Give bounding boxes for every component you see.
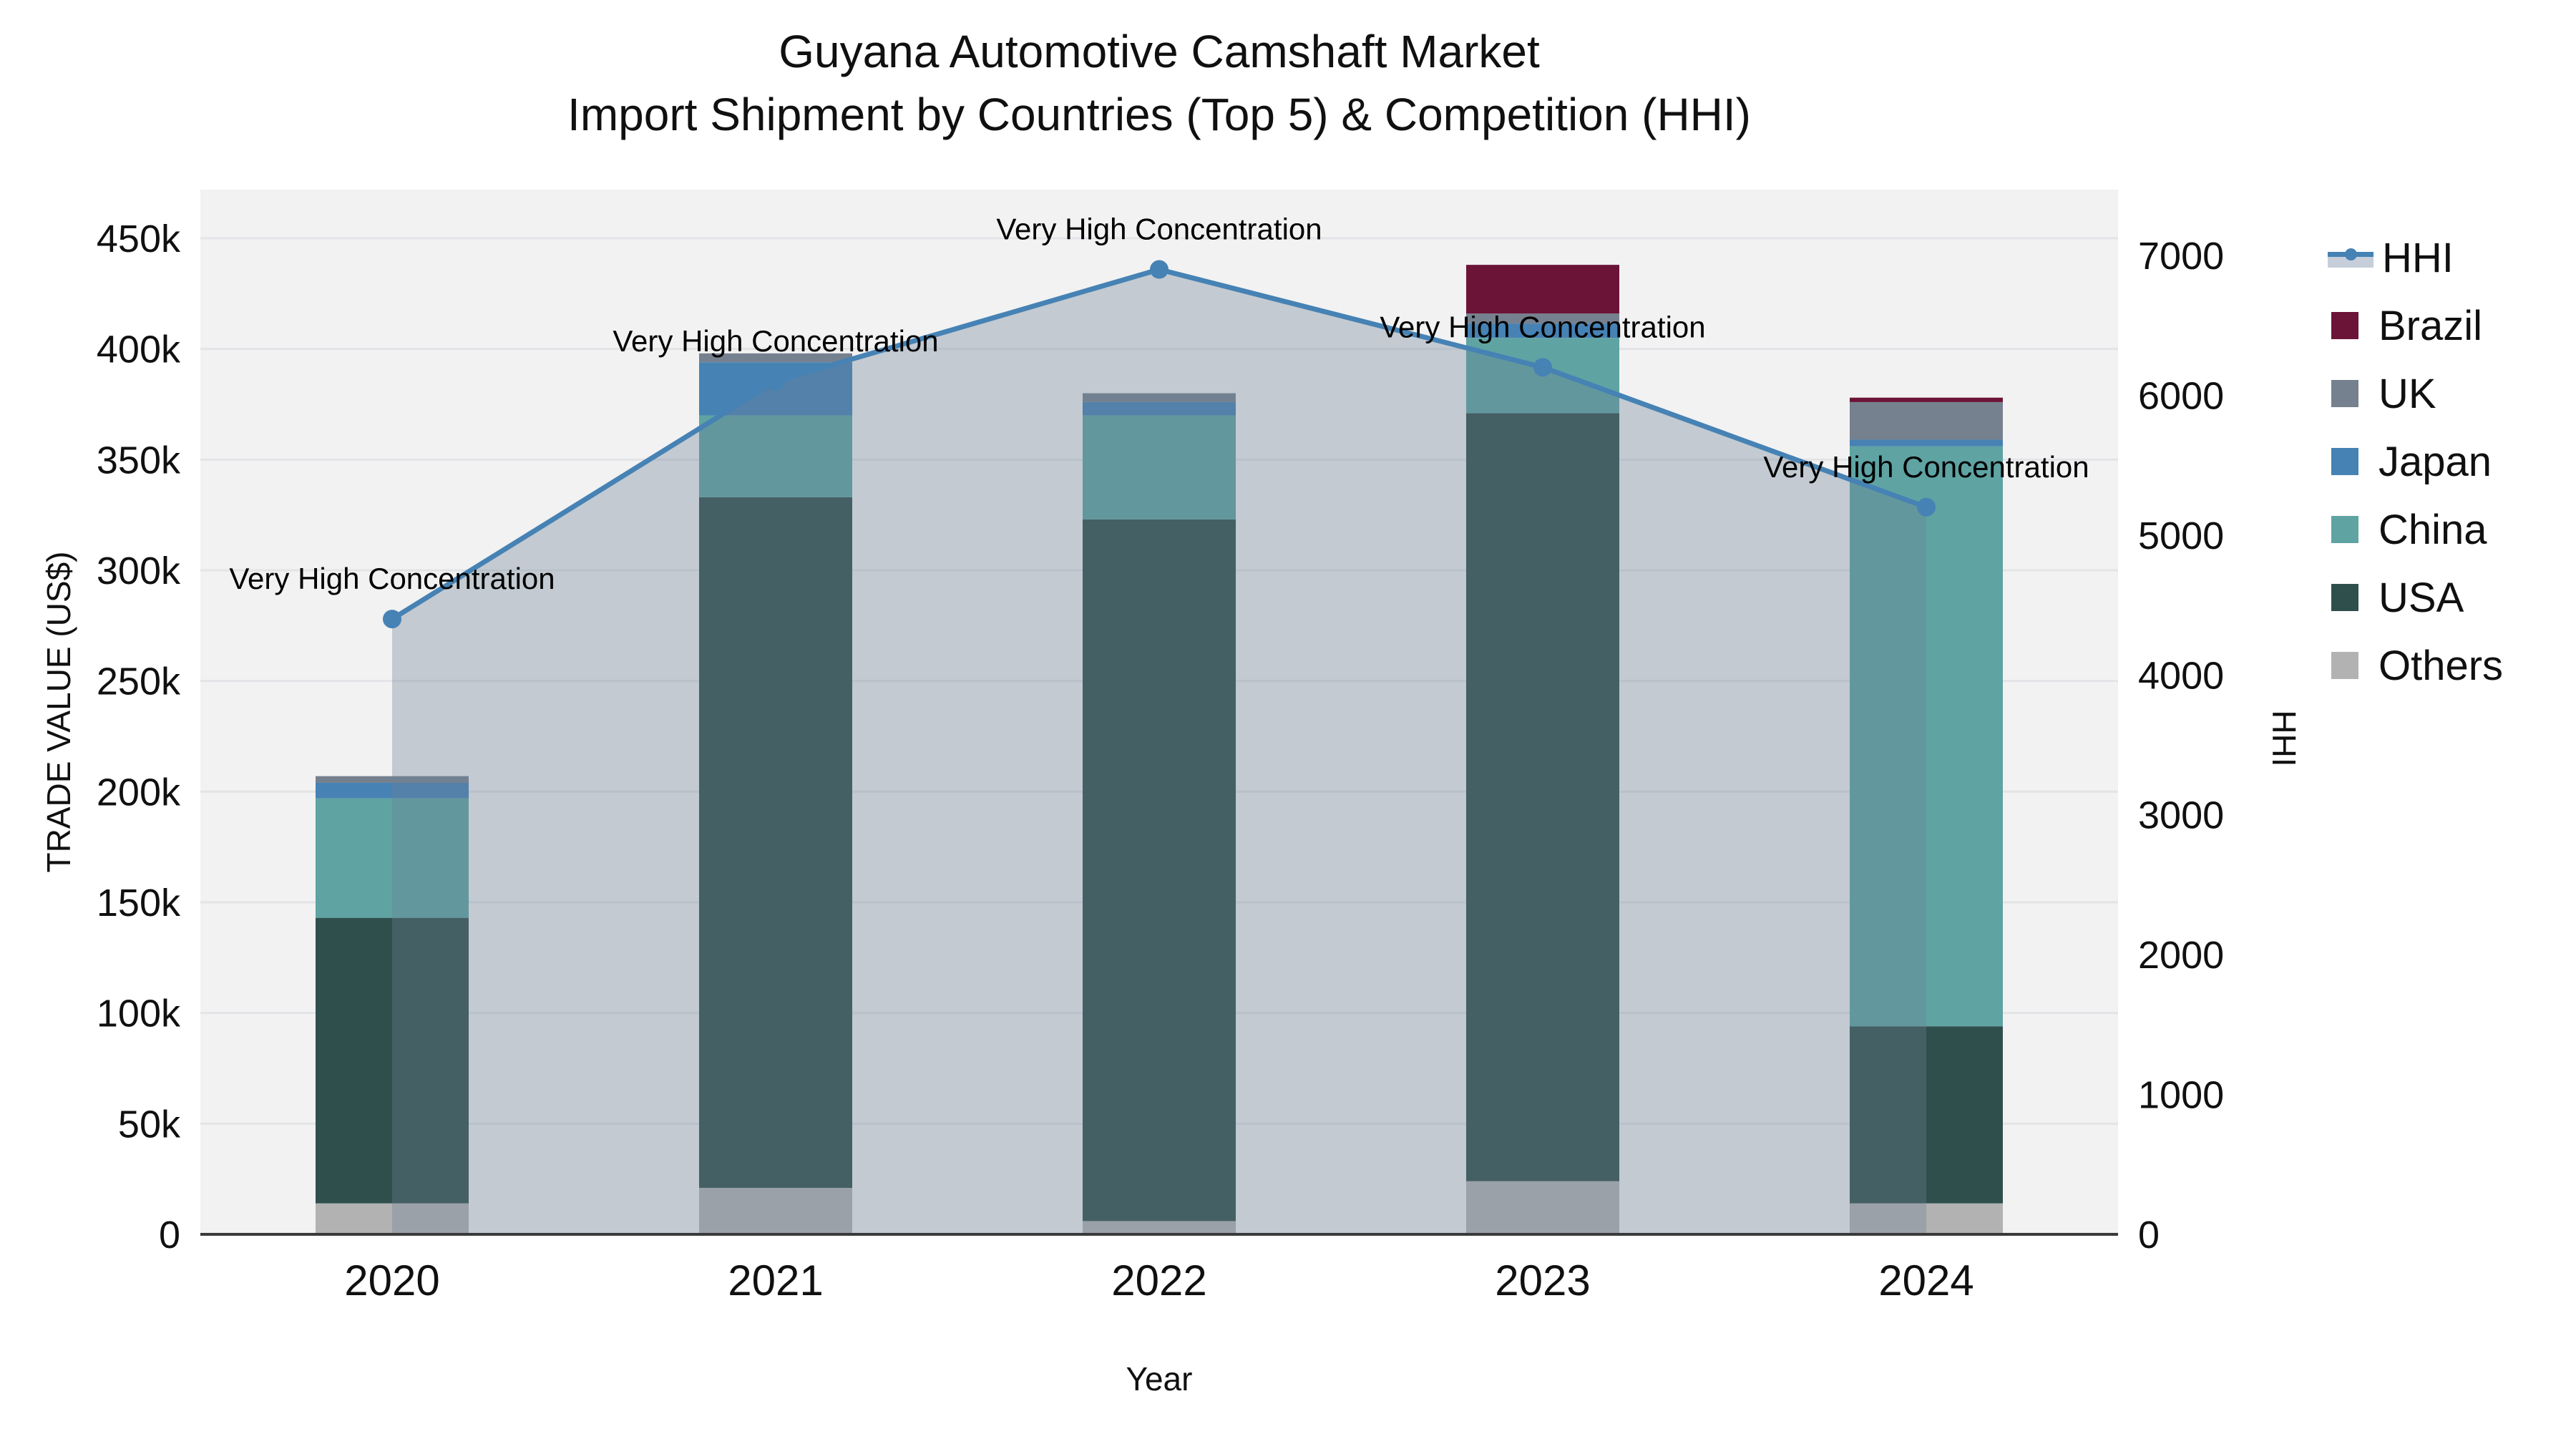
y-left-tick-200k: 200k — [97, 771, 181, 814]
x-tick-2021: 2021 — [728, 1257, 823, 1304]
y-left-tick-50k: 50k — [118, 1103, 181, 1146]
bar-segment-japan-2023[interactable] — [1466, 323, 1619, 338]
chart-title: Guyana Automotive Camshaft Market Import… — [200, 20, 2118, 147]
legend-label-hhi: HHI — [2382, 234, 2454, 281]
y-axis-right-title: HHI — [2265, 710, 2303, 767]
y-right-tick-7000: 7000 — [2138, 235, 2224, 278]
x-axis-title: Year — [1126, 1360, 1193, 1397]
bar-segment-others-2020[interactable] — [316, 1203, 469, 1234]
y-left-tick-400k: 400k — [97, 328, 181, 371]
y-right-tick-2000: 2000 — [2138, 934, 2224, 977]
x-tick-2023: 2023 — [1495, 1257, 1590, 1304]
bar-segment-usa-2024[interactable] — [1850, 1026, 2003, 1204]
annotation-2023: Very High Concentration — [1380, 310, 1705, 343]
y-left-tick-450k: 450k — [97, 218, 181, 260]
y-left-tick-150k: 150k — [97, 882, 181, 924]
brazil-swatch-icon — [2331, 312, 2358, 339]
legend-label-japan: Japan — [2379, 438, 2492, 485]
y-right-tick-5000: 5000 — [2138, 514, 2224, 557]
y-left-tick-0: 0 — [159, 1214, 180, 1257]
japan-swatch-icon — [2331, 448, 2358, 475]
hhi-marker-2020[interactable] — [383, 610, 401, 629]
x-tick-2024: 2024 — [1878, 1257, 1974, 1304]
bar-segment-uk-2024[interactable] — [1850, 401, 2003, 440]
bar-segment-usa-2020[interactable] — [316, 917, 469, 1204]
uk-swatch-icon — [2331, 380, 2358, 407]
y-right-tick-3000: 3000 — [2138, 794, 2224, 837]
y-right-tick-4000: 4000 — [2138, 654, 2224, 697]
bar-segment-china-2020[interactable] — [316, 798, 469, 918]
bar-segment-brazil-2023[interactable] — [1466, 265, 1619, 314]
bar-segment-uk-2022[interactable] — [1083, 393, 1236, 402]
bar-segment-uk-2021[interactable] — [699, 353, 852, 363]
hhi-marker-2022[interactable] — [1150, 260, 1169, 279]
y-right-tick-0: 0 — [2138, 1214, 2160, 1257]
x-tick-2020: 2020 — [344, 1257, 439, 1304]
annotation-2021: Very High Concentration — [613, 324, 938, 358]
legend-label-uk: UK — [2379, 370, 2436, 417]
bar-segment-china-2024[interactable] — [1850, 446, 2003, 1027]
legend-item-china[interactable]: China — [2331, 506, 2567, 553]
bar-segment-others-2023[interactable] — [1466, 1181, 1619, 1234]
hhi-marker-2023[interactable] — [1533, 358, 1552, 377]
legend-label-china: China — [2379, 506, 2487, 553]
y-axis-left-title: TRADE VALUE (US$) — [40, 551, 77, 873]
y-left-tick-300k: 300k — [97, 550, 181, 592]
y-right-tick-1000: 1000 — [2138, 1074, 2224, 1117]
chart-title-line1: Guyana Automotive Camshaft Market — [779, 26, 1540, 77]
others-swatch-icon — [2331, 652, 2358, 679]
legend-item-others[interactable]: Others — [2331, 642, 2567, 689]
y-left-tick-250k: 250k — [97, 660, 181, 703]
hhi-marker-2024[interactable] — [1917, 497, 1936, 517]
annotation-2020: Very High Concentration — [229, 562, 555, 595]
bar-segment-uk-2020[interactable] — [316, 776, 469, 783]
hhi-marker-2021[interactable] — [766, 371, 785, 391]
bar-segment-china-2021[interactable] — [699, 415, 852, 497]
bar-segment-china-2022[interactable] — [1083, 415, 1236, 519]
usa-swatch-icon — [2331, 584, 2358, 611]
bar-segment-japan-2020[interactable] — [316, 782, 469, 799]
annotation-2024: Very High Concentration — [1763, 450, 2089, 484]
hhi-area-fill — [392, 269, 1926, 1234]
x-tick-2022: 2022 — [1111, 1257, 1206, 1304]
hhi-line-icon — [2328, 242, 2373, 273]
bar-segment-others-2021[interactable] — [699, 1188, 852, 1234]
chart-title-line2: Import Shipment by Countries (Top 5) & C… — [567, 89, 1751, 141]
legend-item-uk[interactable]: UK — [2331, 370, 2567, 417]
bar-segment-brazil-2024[interactable] — [1850, 397, 2003, 402]
bar-segment-japan-2024[interactable] — [1850, 439, 2003, 447]
bar-segment-others-2024[interactable] — [1850, 1203, 2003, 1234]
y-right-tick-6000: 6000 — [2138, 374, 2224, 417]
bar-segment-uk-2023[interactable] — [1466, 313, 1619, 324]
bar-segment-usa-2023[interactable] — [1466, 413, 1619, 1181]
legend-item-usa[interactable]: USA — [2331, 574, 2567, 621]
legend-item-brazil[interactable]: Brazil — [2331, 302, 2567, 349]
y-left-tick-100k: 100k — [97, 992, 181, 1035]
legend-item-hhi[interactable]: HHI — [2328, 234, 2567, 281]
legend-item-japan[interactable]: Japan — [2331, 438, 2567, 485]
bar-segment-usa-2022[interactable] — [1083, 519, 1236, 1221]
legend-label-usa: USA — [2379, 574, 2464, 621]
bar-segment-others-2022[interactable] — [1083, 1221, 1236, 1234]
legend-label-brazil: Brazil — [2379, 302, 2483, 349]
legend: HHI Brazil UK Japan China USA Others — [2328, 234, 2567, 712]
annotation-2022: Very High Concentration — [996, 213, 1322, 246]
legend-label-others: Others — [2379, 642, 2504, 689]
bar-segment-usa-2021[interactable] — [699, 497, 852, 1189]
china-swatch-icon — [2331, 516, 2358, 543]
y-left-tick-350k: 350k — [97, 439, 181, 482]
bar-segment-japan-2022[interactable] — [1083, 401, 1236, 416]
